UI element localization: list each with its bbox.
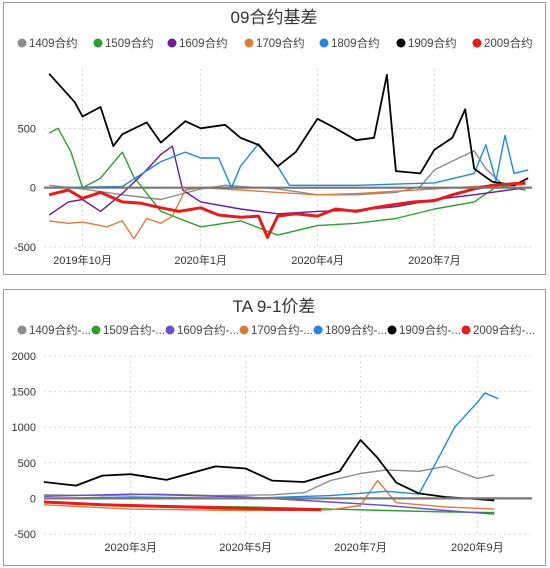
legend-label: 1509合约 bbox=[105, 36, 154, 50]
legend-label: 1709合约-... bbox=[251, 323, 313, 337]
series-line bbox=[48, 181, 526, 239]
chart-title: TA 9-1价差 bbox=[233, 297, 316, 316]
series-line bbox=[43, 479, 495, 512]
legend-dot-icon bbox=[17, 325, 27, 335]
x-tick-label: 2020年7月 bbox=[334, 540, 387, 554]
legend-item[interactable]: 1809合约-... bbox=[313, 323, 388, 337]
y-tick-label: -500 bbox=[14, 242, 36, 254]
legend-item[interactable]: 1509合约 bbox=[93, 36, 154, 50]
x-tick-label: 2020年4月 bbox=[291, 253, 344, 267]
legend-dot-icon bbox=[387, 325, 397, 335]
legend-item[interactable]: 1609合约 bbox=[167, 36, 228, 50]
x-tick-label: 2020年3月 bbox=[104, 540, 157, 554]
legend-item[interactable]: 1509合约-... bbox=[91, 323, 166, 337]
y-tick-label: 0 bbox=[30, 493, 36, 505]
legend-label: 1509合约-... bbox=[103, 323, 165, 337]
legend-item[interactable]: 1809合约 bbox=[319, 36, 380, 50]
series-line bbox=[48, 127, 526, 236]
series-line bbox=[43, 493, 495, 515]
legend-dot-icon bbox=[313, 325, 323, 335]
legend-dot-icon bbox=[244, 38, 254, 48]
legend-dot-icon bbox=[165, 325, 175, 335]
series-line bbox=[49, 134, 529, 189]
y-tick-label: 0 bbox=[30, 183, 36, 195]
x-tick-label: 2020年5月 bbox=[219, 540, 272, 554]
y-tick-label: 2000 bbox=[12, 351, 36, 363]
legend-item[interactable]: 1909合约-... bbox=[387, 323, 462, 337]
y-tick-label: 500 bbox=[18, 123, 36, 135]
x-tick-label: 2020年9月 bbox=[451, 540, 504, 554]
legend-dot-icon bbox=[17, 38, 27, 48]
x-tick-label: 2020年7月 bbox=[408, 253, 461, 267]
series-line bbox=[43, 439, 495, 502]
legend-item[interactable]: 2009合约-... bbox=[461, 323, 536, 337]
legend-dot-icon bbox=[396, 38, 406, 48]
basis-chart: 09合约基差 1409合约 1509合约 1609合约 1709合约 1809合约 1909… bbox=[14, 8, 533, 267]
legend-label: 1809合约-... bbox=[325, 323, 387, 337]
legend-label: 1809合约 bbox=[331, 36, 380, 50]
basis-chart-panel: 09合约基差 1409合约 1509合约 1609合约 1709合约 1809合约 1909… bbox=[3, 2, 546, 275]
legend-dot-icon bbox=[91, 325, 101, 335]
legend-label: 1709合约 bbox=[256, 36, 305, 50]
legend-item[interactable]: 1909合约 bbox=[396, 36, 457, 50]
legend-dot-icon bbox=[93, 38, 103, 48]
legend-label: 1409合约 bbox=[29, 36, 78, 50]
legend-item[interactable]: 1709合约-... bbox=[239, 323, 314, 337]
legend-dot-icon bbox=[472, 38, 482, 48]
legend-label: 1909合约-... bbox=[399, 323, 461, 337]
legend-label: 1609合约 bbox=[179, 36, 228, 50]
legend-item[interactable]: 1709合约 bbox=[244, 36, 305, 50]
series-line bbox=[49, 183, 526, 240]
legend-item[interactable]: 1409合约-... bbox=[17, 323, 92, 337]
series-line bbox=[43, 500, 322, 512]
legend-dot-icon bbox=[319, 38, 329, 48]
legend-label: 1909合约 bbox=[408, 36, 457, 50]
y-tick-label: 500 bbox=[18, 458, 36, 470]
x-tick-label: 2020年1月 bbox=[174, 253, 227, 267]
chart-title: 09合约基差 bbox=[231, 8, 318, 27]
legend-label: 2009合约 bbox=[484, 36, 533, 50]
y-tick-label: -500 bbox=[14, 529, 36, 541]
x-tick-label: 2019年10月 bbox=[53, 253, 112, 267]
legend-item[interactable]: 1609合约-... bbox=[165, 323, 240, 337]
legend-dot-icon bbox=[239, 325, 249, 335]
y-tick-label: 1000 bbox=[12, 422, 36, 434]
legend-item[interactable]: 2009合约 bbox=[472, 36, 533, 50]
legend-label: 1409合约-... bbox=[29, 323, 91, 337]
y-tick-label: 1500 bbox=[12, 387, 36, 399]
series-line bbox=[43, 392, 499, 500]
legend-label: 2009合约-... bbox=[473, 323, 535, 337]
legend-dot-icon bbox=[461, 325, 471, 335]
spread-chart-panel: TA 9-1价差 1409合约-... 1509合约-... 1609合约-... 17… bbox=[3, 289, 546, 566]
legend-label: 1609合约-... bbox=[177, 323, 239, 337]
spread-chart: TA 9-1价差 1409合约-... 1509合约-... 1609合约-... 17… bbox=[12, 297, 536, 554]
legend-dot-icon bbox=[167, 38, 177, 48]
series-line bbox=[48, 145, 526, 216]
series-line bbox=[48, 73, 529, 187]
legend-item[interactable]: 1409合约 bbox=[17, 36, 78, 50]
